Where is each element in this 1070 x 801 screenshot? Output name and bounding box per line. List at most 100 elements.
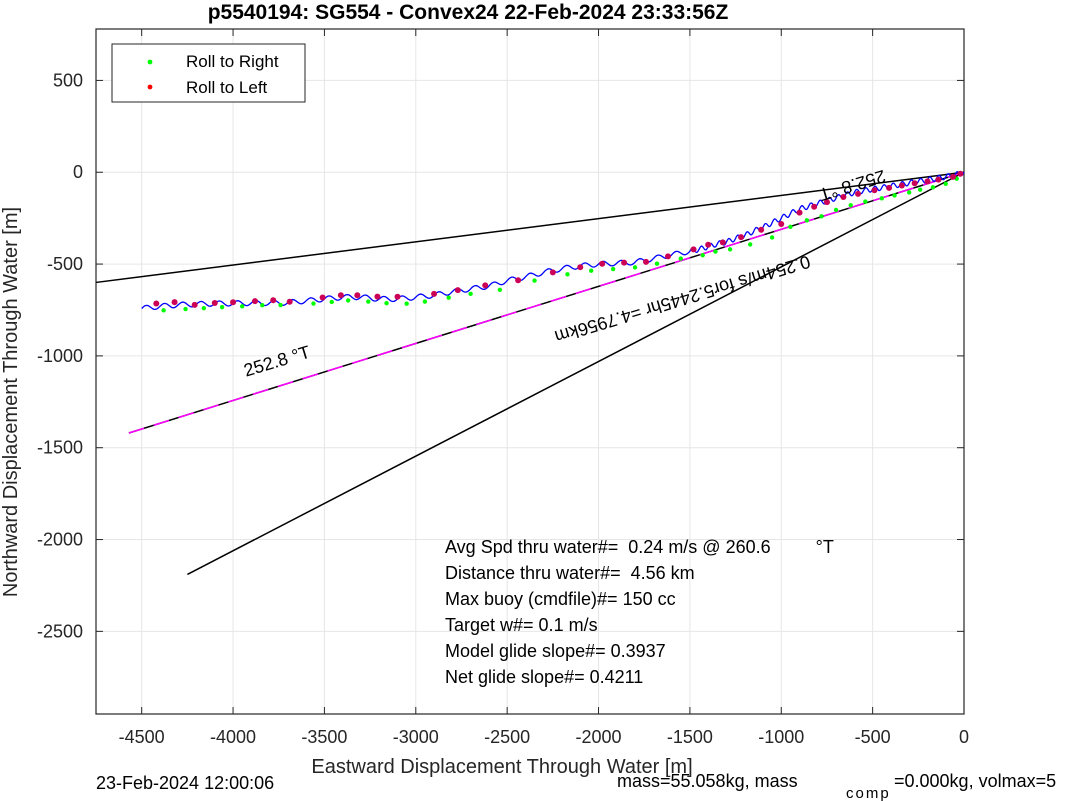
reference-lines bbox=[95, 171, 965, 576]
legend-label-roll-right: Roll to Right bbox=[186, 52, 279, 71]
roll-left-point bbox=[643, 258, 650, 265]
roll-left-point bbox=[840, 194, 847, 201]
roll-left-point bbox=[924, 178, 931, 185]
x-axis-label: Eastward Displacement Through Water [m] bbox=[311, 756, 692, 778]
roll-left-point bbox=[898, 182, 905, 189]
x-tick-label: -1000 bbox=[758, 727, 804, 747]
roll-left-point bbox=[778, 221, 785, 228]
annotations: 252.8 °T0.254m/s for5.2445hr =4.7956km25… bbox=[241, 166, 888, 381]
roll-right-point bbox=[345, 298, 351, 303]
reference-line bbox=[187, 171, 965, 576]
stats-line: Target w#= 0.1 m/s bbox=[445, 615, 598, 635]
roll-right-point bbox=[404, 301, 409, 306]
legend-marker-roll-right bbox=[147, 59, 153, 65]
roll-right-point bbox=[747, 242, 753, 247]
roll-right-point bbox=[161, 308, 166, 313]
roll-right-point bbox=[700, 253, 705, 258]
y-tick-label: -500 bbox=[47, 254, 83, 274]
roll-right-point bbox=[804, 218, 810, 223]
roll-left-point bbox=[758, 226, 765, 233]
roll-right-point bbox=[713, 249, 718, 254]
roll-right-point bbox=[311, 301, 316, 306]
roll-right-point bbox=[329, 299, 334, 305]
roll-left-point bbox=[153, 300, 160, 307]
roll-left-point bbox=[719, 239, 726, 246]
x-tick-label: -4500 bbox=[119, 727, 165, 747]
x-tick-label: -2500 bbox=[484, 727, 530, 747]
roll-right-point bbox=[610, 266, 616, 272]
roll-points bbox=[153, 170, 964, 313]
roll-left-point bbox=[211, 300, 218, 306]
axis-ticks: -4500 -4000 -3500 -3000 -2500 -2000 -1500 -1000… bbox=[37, 29, 969, 747]
magenta-heading-line bbox=[128, 171, 965, 434]
roll-right-point bbox=[879, 196, 884, 201]
roll-left-point bbox=[577, 264, 584, 271]
roll-right-point bbox=[260, 303, 265, 308]
roll-left-point bbox=[935, 176, 942, 183]
roll-right-point bbox=[833, 207, 839, 213]
roll-right-point bbox=[678, 256, 683, 261]
roll-left-point bbox=[957, 170, 964, 177]
roll-right-point bbox=[565, 272, 570, 277]
stats-line: Model glide slope#= 0.3937 bbox=[445, 641, 666, 661]
y-tick-label: 0 bbox=[73, 162, 83, 182]
roll-right-point bbox=[892, 193, 897, 198]
x-tick-label: 0 bbox=[959, 727, 969, 747]
roll-left-point bbox=[911, 180, 918, 187]
x-tick-label: -3500 bbox=[301, 727, 347, 747]
footer-volmax: =0.000kg, volmax=5 bbox=[894, 771, 1056, 791]
roll-right-point bbox=[906, 190, 912, 195]
roll-right-point bbox=[943, 181, 948, 187]
stats-block: Avg Spd thru water#= 0.24 m/s @ 260.6 °T… bbox=[445, 537, 834, 687]
roll-left-point bbox=[286, 298, 293, 305]
roll-right-point bbox=[366, 299, 371, 304]
roll-left-point bbox=[431, 290, 438, 297]
roll-left-point bbox=[251, 298, 258, 305]
roll-right-point bbox=[183, 306, 188, 312]
legend: Roll to Right Roll to Left bbox=[111, 43, 306, 103]
roll-left-point bbox=[270, 297, 277, 304]
x-tick-label: -4000 bbox=[210, 727, 256, 747]
y-tick-label: -1500 bbox=[37, 438, 83, 458]
roll-right-point bbox=[930, 185, 936, 190]
roll-left-point bbox=[599, 260, 606, 267]
roll-left-point bbox=[705, 241, 712, 248]
roll-left-point bbox=[886, 184, 893, 191]
footer-timestamp: 23-Feb-2024 12:00:06 bbox=[96, 773, 274, 793]
roll-left-point bbox=[549, 269, 556, 276]
stats-line: Max buoy (cmdfile)#= 150 cc bbox=[445, 589, 676, 609]
roll-right-point bbox=[788, 224, 793, 229]
roll-right-point bbox=[278, 302, 283, 308]
roll-right-point bbox=[917, 187, 923, 192]
roll-right-point bbox=[239, 304, 245, 309]
roll-left-point bbox=[950, 173, 957, 180]
roll-left-point bbox=[621, 259, 628, 266]
plot-area bbox=[95, 28, 965, 715]
roll-right-point bbox=[654, 261, 660, 266]
roll-left-point bbox=[482, 282, 489, 289]
roll-right-point bbox=[219, 305, 225, 310]
roll-right-point bbox=[384, 300, 389, 306]
legend-box bbox=[111, 43, 306, 103]
legend-marker-roll-left bbox=[147, 84, 153, 90]
roll-left-point bbox=[871, 187, 878, 194]
grid bbox=[96, 29, 965, 714]
stats-line: Avg Spd thru water#= 0.24 m/s @ 260.6 °T bbox=[445, 537, 834, 557]
roll-left-point bbox=[319, 294, 326, 301]
heading-annotation: 252.8 °T bbox=[241, 342, 312, 381]
roll-left-point bbox=[354, 292, 361, 299]
roll-left-point bbox=[374, 293, 381, 300]
roll-left-point bbox=[664, 253, 671, 260]
y-tick-label: -2000 bbox=[37, 530, 83, 550]
legend-label-roll-left: Roll to Left bbox=[186, 78, 268, 97]
y-tick-label: -1000 bbox=[37, 346, 83, 366]
reference-line bbox=[95, 171, 965, 284]
stats-line: Distance thru water#= 4.56 km bbox=[445, 563, 695, 583]
roll-left-point bbox=[738, 234, 745, 241]
roll-left-point bbox=[823, 199, 830, 206]
roll-left-point bbox=[515, 277, 522, 284]
roll-left-point bbox=[454, 287, 461, 294]
footer-mass-sub: comp bbox=[846, 785, 891, 801]
roll-right-point bbox=[497, 287, 503, 292]
